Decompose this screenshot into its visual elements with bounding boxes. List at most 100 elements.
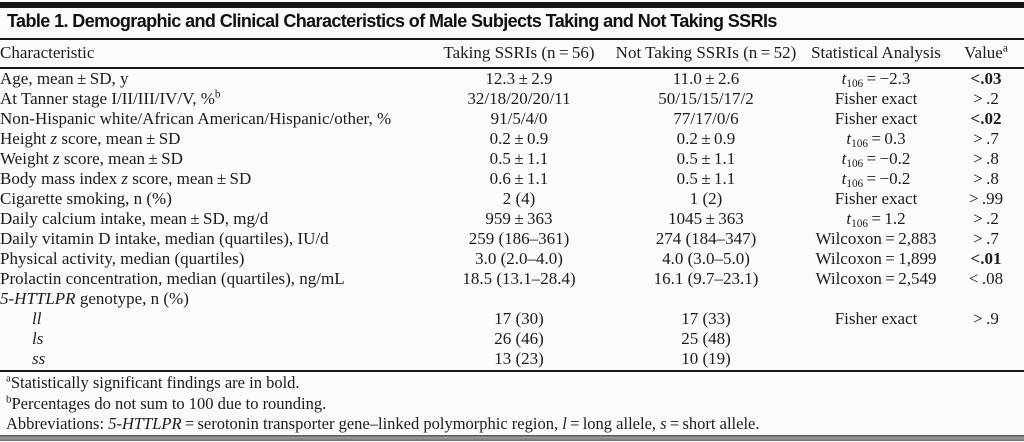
footnote-rule	[0, 370, 1024, 372]
top-rule	[0, 2, 1024, 8]
footnote: bPercentages do not sum to 100 due to ro…	[6, 393, 327, 413]
characteristic-cell: Prolactin concentration, median (quartil…	[0, 269, 345, 288]
characteristic-cell: ll	[32, 309, 42, 328]
statistical-analysis-cell: t106 = −2.3	[841, 69, 911, 90]
footnote: aStatistically significant findings are …	[6, 372, 300, 392]
column-header-value: Valuea	[948, 41, 1024, 69]
table-row: ss 13 (23) 10 (19)	[0, 349, 1024, 369]
statistical-analysis-cell: t106 = −0.2	[841, 169, 911, 190]
taking-ssris-cell: 32/18/20/20/11	[467, 89, 571, 108]
not-taking-ssris-cell: 0.2 ± 0.9	[676, 129, 736, 148]
table-row: ls 26 (46) 25 (48)	[0, 329, 1024, 349]
taking-ssris-cell: 0.5 ± 1.1	[489, 149, 549, 168]
table-row: 5-HTTLPR genotype, n (%)	[0, 289, 1024, 309]
table-row: Age, mean ± SD, y 12.3 ± 2.9 11.0 ± 2.6 …	[0, 68, 1024, 89]
value-cell: <.01	[970, 249, 1002, 268]
characteristic-cell: At Tanner stage I/II/III/IV/V, %b	[0, 88, 221, 108]
column-header-statistical-analysis: Statistical Analysis	[804, 41, 948, 69]
table-row: Daily calcium intake, mean ± SD, mg/d 95…	[0, 209, 1024, 229]
statistical-analysis-cell	[804, 349, 948, 369]
taking-ssris-cell: 959 ± 363	[485, 209, 553, 228]
not-taking-ssris-cell: 50/15/15/17/2	[658, 89, 754, 108]
not-taking-ssris-cell: 4.0 (3.0–5.0)	[662, 249, 750, 268]
table-row: Body mass index z score, mean ± SD 0.6 ±…	[0, 169, 1024, 189]
table-row: Prolactin concentration, median (quartil…	[0, 269, 1024, 289]
statistical-analysis-cell: Fisher exact	[834, 89, 918, 108]
statistical-analysis-cell: Wilcoxon = 2,883	[815, 229, 937, 248]
table-row: At Tanner stage I/II/III/IV/V, %b 32/18/…	[0, 89, 1024, 109]
footnote: Abbreviations: 5-HTTLPR = serotonin tran…	[6, 414, 760, 433]
value-cell: > .2	[973, 209, 999, 228]
value-cell	[948, 289, 1024, 309]
taking-ssris-cell: 12.3 ± 2.9	[485, 69, 553, 88]
not-taking-ssris-cell: 0.5 ± 1.1	[676, 169, 736, 188]
taking-ssris-cell: 17 (30)	[494, 309, 544, 328]
table-row: Cigarette smoking, n (%) 2 (4) 1 (2) Fis…	[0, 189, 1024, 209]
not-taking-ssris-cell	[608, 289, 804, 309]
characteristic-cell: 5-HTTLPR genotype, n (%)	[0, 289, 189, 308]
not-taking-ssris-cell: 10 (19)	[681, 349, 731, 368]
value-cell: <.02	[970, 109, 1002, 128]
value-cell: > .7	[973, 229, 999, 248]
characteristic-cell: Body mass index z score, mean ± SD	[0, 169, 252, 188]
characteristic-cell: Non-Hispanic white/African American/Hisp…	[0, 109, 392, 128]
column-header-taking-ssris: Taking SSRIs (n = 56)	[430, 41, 608, 69]
taking-ssris-cell: 13 (23)	[494, 349, 544, 368]
not-taking-ssris-cell: 16.1 (9.7–23.1)	[653, 269, 759, 288]
characteristic-cell: Age, mean ± SD, y	[0, 69, 129, 88]
statistical-analysis-cell: t106 = 1.2	[846, 209, 906, 230]
header-row: Characteristic Taking SSRIs (n = 56) Not…	[0, 41, 1024, 69]
characteristic-cell: ls	[32, 329, 44, 348]
value-cell	[948, 349, 1024, 369]
characteristic-cell: Weight z score, mean ± SD	[0, 149, 183, 168]
statistical-analysis-cell: Fisher exact	[834, 189, 918, 208]
taking-ssris-cell: 2 (4)	[502, 189, 536, 208]
not-taking-ssris-cell: 77/17/0/6	[673, 109, 739, 128]
characteristic-cell: Daily calcium intake, mean ± SD, mg/d	[0, 209, 269, 228]
value-cell: > .7	[973, 129, 999, 148]
value-cell: > .8	[973, 169, 999, 188]
table-body: Age, mean ± SD, y 12.3 ± 2.9 11.0 ± 2.6 …	[0, 68, 1024, 369]
value-cell: < .08	[968, 269, 1004, 288]
table-title: Table 1. Demographic and Clinical Charac…	[7, 11, 777, 31]
not-taking-ssris-cell: 1045 ± 363	[668, 209, 744, 228]
table-row: Height z score, mean ± SD 0.2 ± 0.9 0.2 …	[0, 129, 1024, 149]
statistical-analysis-cell: t106 = 0.3	[846, 129, 906, 150]
value-cell: > .9	[973, 309, 999, 328]
taking-ssris-cell: 0.2 ± 0.9	[489, 129, 549, 148]
value-cell: > .2	[973, 89, 999, 108]
statistical-analysis-cell: t106 = −0.2	[841, 149, 911, 170]
not-taking-ssris-cell: 17 (33)	[681, 309, 731, 328]
demographics-table: Characteristic Taking SSRIs (n = 56) Not…	[0, 41, 1024, 369]
statistical-analysis-cell: Fisher exact	[834, 309, 918, 328]
value-cell: <.03	[970, 69, 1002, 88]
value-cell: > .8	[973, 149, 999, 168]
taking-ssris-cell: 91/5/4/0	[490, 109, 548, 128]
title-rule	[0, 38, 1024, 40]
characteristic-cell: Physical activity, median (quartiles)	[0, 249, 245, 268]
footnotes: aStatistically significant findings are …	[6, 373, 1018, 435]
statistical-analysis-cell	[804, 329, 948, 349]
taking-ssris-cell: 26 (46)	[494, 329, 544, 348]
characteristic-cell: Cigarette smoking, n (%)	[0, 189, 172, 208]
taking-ssris-cell: 18.5 (13.1–28.4)	[462, 269, 576, 288]
table-row: ll 17 (30) 17 (33) Fisher exact > .9	[0, 309, 1024, 329]
table-row: Daily vitamin D intake, median (quartile…	[0, 229, 1024, 249]
statistical-analysis-cell: Fisher exact	[834, 109, 918, 128]
characteristic-cell: Height z score, mean ± SD	[0, 129, 181, 148]
table-row: Non-Hispanic white/African American/Hisp…	[0, 109, 1024, 129]
not-taking-ssris-cell: 274 (184–347)	[655, 229, 757, 248]
not-taking-ssris-cell: 11.0 ± 2.6	[672, 69, 740, 88]
not-taking-ssris-cell: 25 (48)	[681, 329, 731, 348]
taking-ssris-cell	[430, 289, 608, 309]
column-header-characteristic: Characteristic	[0, 41, 430, 69]
table-row: Weight z score, mean ± SD 0.5 ± 1.1 0.5 …	[0, 149, 1024, 169]
characteristic-cell: ss	[32, 349, 46, 368]
value-cell: > .99	[968, 189, 1004, 208]
column-header-not-taking-ssris: Not Taking SSRIs (n = 52)	[608, 41, 804, 69]
taking-ssris-cell: 0.6 ± 1.1	[489, 169, 549, 188]
characteristic-cell: Daily vitamin D intake, median (quartile…	[0, 229, 329, 248]
not-taking-ssris-cell: 0.5 ± 1.1	[676, 149, 736, 168]
bottom-rule	[0, 435, 1024, 441]
